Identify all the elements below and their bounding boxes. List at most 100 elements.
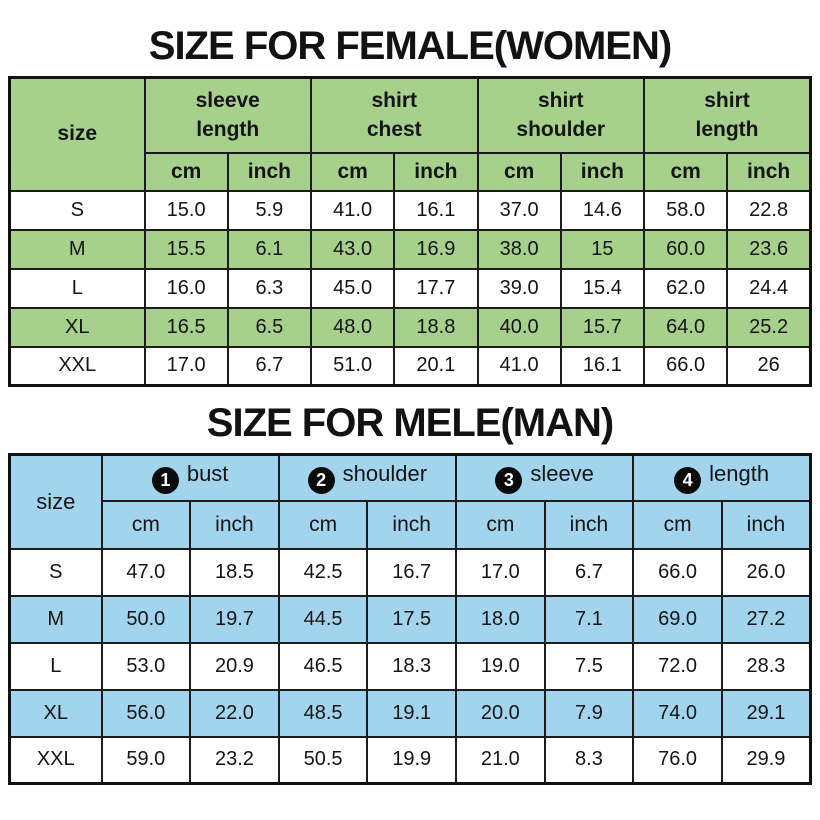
unit-header-inch: inch <box>366 499 457 550</box>
group-label-line2: length <box>196 118 260 142</box>
measurement-value: 19.7 <box>189 594 280 644</box>
unit-header-cm: cm <box>309 151 396 192</box>
table-row: XXL 17.0 6.7 51.0 20.1 41.0 16.1 66.0 26 <box>8 345 812 387</box>
table-row: XL 56.0 22.0 48.5 19.1 20.0 7.9 74.0 29.1 <box>8 688 812 738</box>
measurement-value: 26 <box>726 345 812 387</box>
numbered-badge-icon: 2 <box>307 467 335 495</box>
unit-header-cm: cm <box>632 499 723 550</box>
measurement-value: 46.5 <box>277 641 369 691</box>
female-size-table: size sleeve length shirt chest shirt sho… <box>8 76 812 387</box>
measurement-value: 53.0 <box>100 641 192 691</box>
row-size-label: S <box>8 547 103 597</box>
measurement-value: 22.0 <box>189 688 280 738</box>
measurement-value: 17.5 <box>366 594 457 644</box>
measurement-value: 14.6 <box>559 189 646 231</box>
table-row: M 15.5 6.1 43.0 16.9 38.0 15 60.0 23.6 <box>8 228 812 270</box>
row-size-label: M <box>8 594 103 644</box>
group-label: length <box>709 461 770 487</box>
measurement-value: 19.9 <box>366 735 457 785</box>
measurement-value: 37.0 <box>476 189 562 231</box>
measurement-value: 6.7 <box>226 345 313 387</box>
measurement-value: 58.0 <box>642 189 729 231</box>
measurement-value: 74.0 <box>632 688 723 738</box>
female-size-column-header: size <box>8 76 146 192</box>
measurement-value: 16.9 <box>393 228 479 270</box>
measurement-value: 27.2 <box>720 594 812 644</box>
male-unit-header-row: cm inch cm inch cm inch cm inch <box>10 499 812 550</box>
measurement-value: 16.5 <box>143 306 229 348</box>
measurement-value: 15 <box>559 228 646 270</box>
measurement-value: 66.0 <box>632 547 723 597</box>
measurement-value: 15.0 <box>143 189 229 231</box>
measurement-value: 66.0 <box>642 345 729 387</box>
group-label-line1: shirt <box>704 88 750 112</box>
measurement-value: 69.0 <box>632 594 723 644</box>
measurement-value: 25.2 <box>726 306 812 348</box>
table-row: S 15.0 5.9 41.0 16.1 37.0 14.6 58.0 22.8 <box>8 189 812 231</box>
female-group-shirt-chest: shirt chest <box>310 76 479 154</box>
measurement-value: 43.0 <box>309 228 396 270</box>
group-label-line2: length <box>695 118 759 142</box>
male-section-title: SIZE FOR MELE(MAN) <box>206 401 614 445</box>
measurement-value: 23.6 <box>726 228 812 270</box>
measurement-value: 18.8 <box>393 306 479 348</box>
group-label: bust <box>186 461 229 487</box>
measurement-value: 59.0 <box>100 735 192 785</box>
measurement-value: 6.1 <box>226 228 313 270</box>
measurement-value: 40.0 <box>476 306 562 348</box>
measurement-value: 15.4 <box>559 267 646 309</box>
unit-header-inch: inch <box>720 499 812 550</box>
table-row: XL 16.5 6.5 48.0 18.8 40.0 15.7 64.0 25.2 <box>8 306 812 348</box>
measurement-value: 6.3 <box>226 267 313 309</box>
group-label: shoulder <box>342 461 428 487</box>
unit-header-inch: inch <box>543 499 635 550</box>
measurement-value: 17.7 <box>393 267 479 309</box>
measurement-value: 72.0 <box>632 641 723 691</box>
measurement-value: 41.0 <box>309 189 396 231</box>
measurement-value: 23.2 <box>189 735 280 785</box>
group-label-line1: shirt <box>371 88 417 112</box>
table-row: L 16.0 6.3 45.0 17.7 39.0 15.4 62.0 24.4 <box>8 267 812 309</box>
measurement-value: 16.1 <box>559 345 646 387</box>
row-size-label: L <box>8 267 146 309</box>
measurement-value: 20.0 <box>455 688 546 738</box>
row-size-label: XXL <box>8 345 146 387</box>
measurement-value: 16.7 <box>366 547 457 597</box>
measurement-value: 8.3 <box>543 735 635 785</box>
measurement-value: 17.0 <box>455 547 546 597</box>
measurement-value: 44.5 <box>277 594 369 644</box>
numbered-badge-icon: 3 <box>495 467 523 495</box>
table-row: XXL 59.0 23.2 50.5 19.9 21.0 8.3 76.0 29.9 <box>8 735 812 785</box>
measurement-value: 15.5 <box>143 228 229 270</box>
measurement-value: 15.7 <box>559 306 646 348</box>
measurement-value: 7.1 <box>543 594 635 644</box>
measurement-value: 38.0 <box>476 228 562 270</box>
measurement-value: 19.1 <box>366 688 457 738</box>
measurement-value: 47.0 <box>100 547 192 597</box>
row-size-label: XXL <box>8 735 103 785</box>
measurement-value: 76.0 <box>632 735 723 785</box>
measurement-value: 41.0 <box>476 345 562 387</box>
unit-header-cm: cm <box>277 499 369 550</box>
male-group-length: 4 length <box>632 453 812 502</box>
unit-header-inch: inch <box>393 151 479 192</box>
female-section-title: SIZE FOR FEMALE(WOMEN) <box>148 24 672 68</box>
female-group-header-row: size sleeve length shirt chest shirt sho… <box>8 76 812 192</box>
row-size-label: XL <box>8 688 103 738</box>
group-label: sleeve <box>530 461 594 487</box>
measurement-value: 20.9 <box>189 641 280 691</box>
measurement-value: 50.0 <box>100 594 192 644</box>
measurement-value: 18.0 <box>455 594 546 644</box>
measurement-value: 18.3 <box>366 641 457 691</box>
female-group-sleeve-length: sleeve length <box>143 76 312 154</box>
row-size-label: XL <box>8 306 146 348</box>
measurement-value: 51.0 <box>309 345 396 387</box>
measurement-value: 16.1 <box>393 189 479 231</box>
unit-header-cm: cm <box>455 499 546 550</box>
female-group-shirt-length: shirt length <box>643 76 812 154</box>
table-row: L 53.0 20.9 46.5 18.3 19.0 7.5 72.0 28.3 <box>8 641 812 691</box>
measurement-value: 6.5 <box>226 306 313 348</box>
female-unit-header-row: cm inch cm inch cm inch cm inch <box>10 151 812 192</box>
unit-header-cm: cm <box>642 151 729 192</box>
group-label-line1: shirt <box>537 88 584 112</box>
